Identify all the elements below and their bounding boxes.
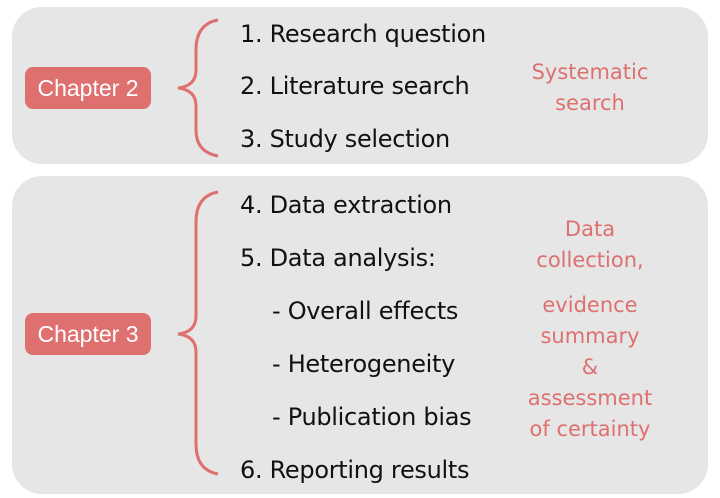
chapter-3-label: Chapter 3 bbox=[25, 313, 151, 355]
note-line: evidence bbox=[542, 293, 638, 317]
note-line: search bbox=[555, 91, 625, 115]
step-data-extraction: 4. Data extraction bbox=[240, 191, 452, 219]
step-study-selection: 3. Study selection bbox=[240, 125, 450, 153]
note-line: assessment bbox=[527, 386, 653, 410]
note-line: collection, bbox=[536, 248, 644, 272]
chapter-3-note: Data collection, evidence summary & asse… bbox=[520, 214, 660, 445]
chapter-2-brace bbox=[177, 18, 219, 158]
step-overall-effects: - Overall effects bbox=[272, 297, 459, 325]
step-heterogeneity: - Heterogeneity bbox=[272, 350, 456, 378]
step-literature-search: 2. Literature search bbox=[240, 72, 470, 100]
step-data-analysis: 5. Data analysis: bbox=[240, 244, 436, 272]
chapter-2-label: Chapter 2 bbox=[25, 67, 151, 109]
chapter-3-brace bbox=[177, 190, 219, 476]
note-line: Data bbox=[564, 217, 616, 241]
chapter-2-note: Systematic search bbox=[520, 57, 660, 119]
note-line: summary bbox=[540, 324, 640, 348]
note-line: of certainty bbox=[529, 417, 651, 441]
note-line: Systematic bbox=[531, 60, 649, 84]
step-reporting-results: 6. Reporting results bbox=[240, 456, 470, 484]
note-line: & bbox=[581, 355, 599, 379]
step-research-question: 1. Research question bbox=[240, 20, 486, 48]
step-publication-bias: - Publication bias bbox=[272, 403, 472, 431]
